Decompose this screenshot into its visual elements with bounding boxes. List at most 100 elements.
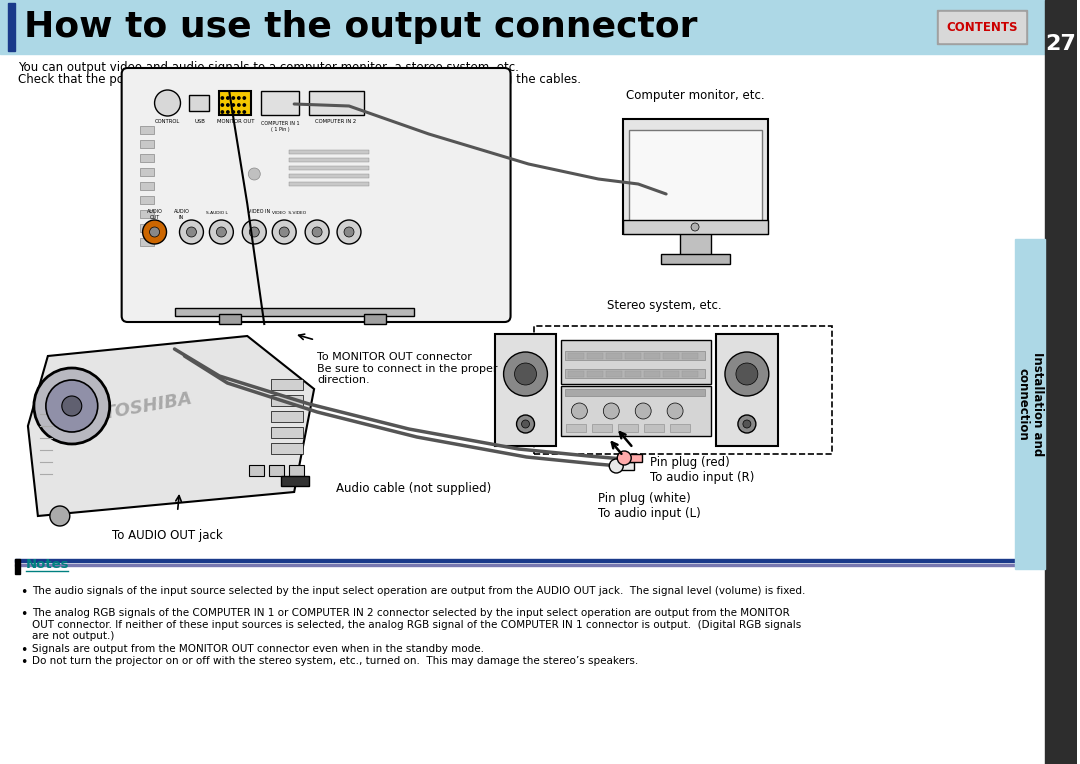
Bar bbox=[940, 12, 1025, 42]
Circle shape bbox=[238, 97, 240, 99]
Text: S.AUDIO L: S.AUDIO L bbox=[206, 211, 228, 215]
Bar bbox=[289, 174, 369, 178]
Bar bbox=[269, 465, 284, 476]
Bar bbox=[8, 3, 15, 51]
Text: Computer monitor, etc.: Computer monitor, etc. bbox=[625, 89, 765, 102]
Circle shape bbox=[154, 90, 180, 116]
Bar bbox=[189, 95, 210, 111]
Circle shape bbox=[45, 380, 97, 432]
Bar bbox=[139, 196, 153, 204]
Bar bbox=[139, 182, 153, 190]
Text: USB: USB bbox=[194, 119, 205, 124]
Bar bbox=[289, 182, 369, 186]
Bar bbox=[568, 353, 584, 359]
Circle shape bbox=[232, 111, 234, 113]
Bar bbox=[289, 150, 369, 154]
Circle shape bbox=[735, 363, 758, 385]
Text: Pin plug (red)
To audio input (R): Pin plug (red) To audio input (R) bbox=[650, 456, 755, 484]
Text: •: • bbox=[19, 608, 27, 621]
Circle shape bbox=[232, 104, 234, 106]
Bar bbox=[1045, 0, 1077, 764]
Bar bbox=[566, 424, 586, 432]
Bar bbox=[1015, 239, 1045, 569]
Bar bbox=[271, 443, 303, 454]
Bar bbox=[364, 314, 386, 324]
Text: The analog RGB signals of the COMPUTER IN 1 or COMPUTER IN 2 connector selected : The analog RGB signals of the COMPUTER I… bbox=[32, 608, 801, 641]
Bar bbox=[566, 389, 705, 396]
Bar bbox=[15, 559, 19, 574]
Text: The audio signals of the input source selected by the input select operation are: The audio signals of the input source se… bbox=[32, 586, 806, 596]
Circle shape bbox=[503, 352, 548, 396]
Text: Do not turn the projector on or off with the stereo system, etc., turned on.  Th: Do not turn the projector on or off with… bbox=[32, 656, 638, 666]
Circle shape bbox=[238, 111, 240, 113]
Text: Audio cable (not supplied): Audio cable (not supplied) bbox=[336, 482, 491, 495]
Circle shape bbox=[221, 104, 224, 106]
Circle shape bbox=[667, 403, 683, 419]
Circle shape bbox=[618, 451, 631, 465]
Bar bbox=[139, 168, 153, 176]
Bar bbox=[566, 369, 705, 378]
Bar bbox=[271, 395, 303, 406]
Circle shape bbox=[516, 415, 535, 433]
Bar bbox=[139, 238, 153, 246]
Bar bbox=[562, 340, 711, 384]
Text: To MONITOR OUT connector
Be sure to connect in the proper
direction.: To MONITOR OUT connector Be sure to conn… bbox=[318, 352, 498, 385]
Bar bbox=[271, 411, 303, 422]
Circle shape bbox=[227, 111, 229, 113]
Text: 27: 27 bbox=[1045, 34, 1077, 54]
Bar bbox=[261, 91, 299, 115]
Bar bbox=[15, 564, 1017, 566]
Bar bbox=[271, 379, 303, 390]
Circle shape bbox=[62, 396, 82, 416]
Bar bbox=[139, 140, 153, 148]
Bar bbox=[625, 371, 642, 377]
Circle shape bbox=[280, 227, 289, 237]
Circle shape bbox=[243, 111, 245, 113]
Text: CONTENTS: CONTENTS bbox=[946, 21, 1018, 34]
Text: AUDIO
OUT: AUDIO OUT bbox=[147, 209, 162, 220]
Bar bbox=[606, 353, 622, 359]
Text: Notes: Notes bbox=[26, 558, 69, 571]
Bar bbox=[644, 371, 660, 377]
Circle shape bbox=[232, 97, 234, 99]
Circle shape bbox=[571, 403, 588, 419]
Circle shape bbox=[187, 227, 197, 237]
Circle shape bbox=[725, 352, 769, 396]
Text: You can output video and audio signals to a computer monitor, a stereo system, e: You can output video and audio signals t… bbox=[18, 61, 518, 74]
Bar bbox=[592, 424, 612, 432]
Circle shape bbox=[691, 223, 699, 231]
Text: •: • bbox=[19, 586, 27, 599]
Circle shape bbox=[227, 104, 229, 106]
Circle shape bbox=[514, 363, 537, 385]
Bar bbox=[219, 314, 241, 324]
Bar bbox=[661, 254, 730, 264]
Bar bbox=[716, 334, 778, 446]
Circle shape bbox=[242, 220, 267, 244]
Bar bbox=[606, 371, 622, 377]
Circle shape bbox=[210, 220, 233, 244]
Bar bbox=[15, 559, 1017, 562]
Circle shape bbox=[143, 220, 166, 244]
Bar bbox=[624, 454, 643, 462]
Bar bbox=[644, 353, 660, 359]
Circle shape bbox=[635, 403, 651, 419]
Circle shape bbox=[249, 227, 259, 237]
Text: To AUDIO OUT jack: To AUDIO OUT jack bbox=[112, 529, 222, 542]
Bar bbox=[289, 465, 305, 476]
Bar bbox=[495, 334, 556, 446]
Circle shape bbox=[522, 420, 529, 428]
Circle shape bbox=[738, 415, 756, 433]
Circle shape bbox=[609, 459, 623, 473]
Bar bbox=[219, 91, 252, 115]
Bar bbox=[139, 210, 153, 218]
Bar bbox=[0, 0, 1045, 54]
Circle shape bbox=[306, 220, 329, 244]
Bar bbox=[618, 424, 638, 432]
Text: VIDEO  S.VIDEO: VIDEO S.VIDEO bbox=[272, 211, 307, 215]
Bar bbox=[249, 465, 265, 476]
Bar bbox=[588, 371, 604, 377]
Circle shape bbox=[227, 97, 229, 99]
Circle shape bbox=[149, 227, 160, 237]
Text: MONITOR OUT: MONITOR OUT bbox=[217, 119, 254, 124]
Circle shape bbox=[50, 506, 70, 526]
